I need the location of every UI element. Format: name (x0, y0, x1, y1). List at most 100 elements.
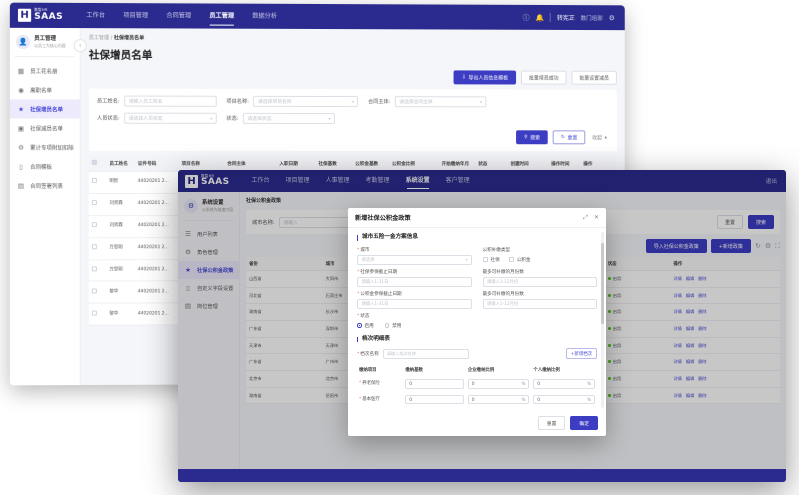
project-name-select[interactable]: 请选择项目名称 ▾ (252, 95, 358, 108)
sidebar-item-position-management[interactable]: ▤ 岗位管理 (178, 297, 239, 315)
delete-link[interactable]: 删除 (698, 359, 707, 365)
sidebar-item-contract-template[interactable]: ▯ 合同模板 (10, 157, 80, 176)
add-grade-button[interactable]: +新增档次 (565, 348, 597, 360)
front-nav-item-3[interactable]: 考勤管理 (365, 177, 390, 184)
sidebar-item-social-remove[interactable]: ▣ 社保减员名单 (10, 118, 80, 137)
delete-link[interactable]: 删除 (698, 276, 707, 281)
employee-name-input[interactable]: 请输入员工姓名 (123, 95, 217, 107)
edit-link[interactable]: 编辑 (685, 309, 695, 315)
sidebar-item-social-policy[interactable]: ★ 社保公积金政策 (178, 261, 239, 279)
refresh-icon[interactable]: ↻ (754, 242, 761, 250)
row-select-cell[interactable] (88, 193, 107, 216)
front-reset-button[interactable]: 重置 (716, 215, 743, 229)
logout-button[interactable]: 退出 (765, 179, 777, 185)
select-all-cell[interactable] (88, 155, 107, 172)
nav-item-2[interactable]: 合同管理 (166, 12, 192, 20)
sidebar-item-special-deduction[interactable]: ⚙ 累计专项附加扣除 (10, 138, 80, 157)
row-checkbox[interactable] (91, 178, 97, 184)
row-select-cell[interactable] (88, 259, 107, 282)
sidebar-item-social-add[interactable]: ★ 社保增员名单 (9, 99, 80, 119)
row-checkbox[interactable] (91, 288, 97, 294)
social-checkbox[interactable] (482, 257, 488, 263)
gear-icon[interactable]: ⚙ (608, 13, 615, 22)
detail-link[interactable]: 详情 (673, 276, 682, 281)
edit-link[interactable]: 编辑 (685, 342, 695, 348)
front-nav-item-0[interactable]: 工作台 (251, 177, 270, 184)
select-all-checkbox[interactable] (91, 159, 97, 165)
pension-company-input[interactable]: 0% (467, 379, 530, 389)
row-select-cell[interactable] (88, 237, 107, 260)
detail-link[interactable]: 详情 (673, 376, 682, 382)
front-search-button[interactable]: 搜索 (747, 215, 774, 229)
fund-deadline-input[interactable]: 请输入1-31日 (357, 298, 472, 309)
row-checkbox[interactable] (91, 266, 97, 272)
row-select-cell[interactable] (88, 303, 107, 326)
row-checkbox[interactable] (91, 244, 97, 250)
nav-item-1[interactable]: 项目管理 (123, 12, 149, 20)
export-template-button[interactable]: ⇩ 导出人员信息模板 (453, 70, 517, 85)
status-select[interactable]: 请选择状态 ▾ (242, 112, 335, 125)
row-checkbox[interactable] (91, 222, 97, 228)
sidebar-item-user-list[interactable]: ☰ 用户列表 (178, 225, 239, 243)
bell-icon[interactable]: 🔔 (535, 13, 545, 22)
edit-link[interactable]: 编辑 (685, 292, 695, 298)
sidebar-item-contract-signing[interactable]: ▤ 合同签署列表 (10, 176, 80, 195)
enabled-radio[interactable] (357, 323, 362, 328)
nav-username[interactable]: 转宪正 (556, 14, 575, 23)
disabled-radio[interactable] (384, 323, 390, 328)
sidebar-item-resigned[interactable]: ◉ 离职名单 (10, 80, 80, 99)
detail-link[interactable]: 详情 (673, 326, 682, 332)
delete-link[interactable]: 删除 (698, 326, 707, 332)
modal-confirm-button[interactable]: 确定 (570, 416, 598, 430)
pension-personal-input[interactable]: 0% (533, 379, 595, 389)
city-select[interactable]: 请选择 ▾ (357, 254, 472, 265)
search-button[interactable]: ⚲ 搜索 (516, 130, 548, 145)
batch-add-success-button[interactable]: 批量增员成功 (520, 70, 567, 85)
nav-item-4[interactable]: 数据分析 (252, 12, 278, 20)
breadcrumb-parent[interactable]: 员工管理 (88, 35, 110, 42)
medical-company-input[interactable]: 0% (467, 394, 530, 405)
delete-link[interactable]: 删除 (698, 376, 707, 382)
fullscreen-icon[interactable]: ⛶ (775, 241, 780, 250)
nav-item-3[interactable]: 员工管理 (200, 3, 243, 28)
detail-link[interactable]: 详情 (673, 342, 682, 348)
person-status-select[interactable]: 请选择人员状态 ▾ (123, 112, 217, 124)
nav-item-0[interactable]: 工作台 (86, 12, 106, 20)
detail-link[interactable]: 详情 (673, 292, 682, 298)
social-deadline-input[interactable]: 请输入1-31日 (357, 276, 472, 287)
edit-link[interactable]: 编辑 (685, 276, 695, 281)
delete-link[interactable]: 删除 (698, 292, 707, 298)
fund-checkbox[interactable] (508, 257, 514, 263)
question-icon[interactable]: ⓘ (522, 13, 530, 22)
radio-enabled[interactable]: 启用 (357, 323, 374, 329)
delete-link[interactable]: 删除 (698, 309, 707, 315)
detail-link[interactable]: 详情 (673, 309, 682, 315)
social-max-months-input[interactable]: 请输入1-12月份 (482, 276, 597, 287)
front-nav-item-1[interactable]: 项目管理 (285, 177, 310, 184)
contract-entity-select[interactable]: 请选择合同主体 ▾ (394, 96, 486, 108)
pension-base-input[interactable]: 0 (405, 379, 464, 389)
batch-set-remove-button[interactable]: 批量设置减员 (571, 70, 617, 85)
back-logo[interactable]: H 数智HR SAAS (17, 8, 63, 22)
row-checkbox[interactable] (91, 200, 97, 206)
sidebar-item-employee-roster[interactable]: ▦ 员工花名册 (10, 61, 80, 80)
add-policy-button[interactable]: +新增政策 (710, 239, 751, 253)
row-select-cell[interactable] (88, 281, 107, 304)
sidebar-item-custom-fields[interactable]: ▯ 自定义字段设置 (178, 279, 239, 297)
front-nav-item-5[interactable]: 客户管理 (445, 177, 470, 184)
front-logo[interactable]: H 数智HR SAAS (185, 174, 230, 188)
reset-button[interactable]: ↻ 重置 (552, 130, 586, 145)
front-nav-item-4[interactable]: 系统设置 (398, 170, 438, 192)
row-select-cell[interactable] (88, 215, 107, 238)
checkbox-fund[interactable]: 公积金 (508, 257, 531, 263)
edit-link[interactable]: 编辑 (685, 392, 695, 398)
row-checkbox[interactable] (91, 310, 97, 316)
detail-link[interactable]: 详情 (673, 359, 682, 365)
close-icon[interactable]: ✕ (593, 213, 599, 221)
row-select-cell[interactable] (88, 171, 107, 194)
gear-icon[interactable]: ⚙ (764, 242, 772, 250)
sidebar-item-role-management[interactable]: ⚙ 角色管理 (178, 243, 239, 261)
radio-disabled[interactable]: 禁用 (384, 323, 401, 329)
medical-personal-input[interactable]: 0% (533, 394, 595, 405)
modal-scrollbar[interactable] (601, 232, 604, 408)
